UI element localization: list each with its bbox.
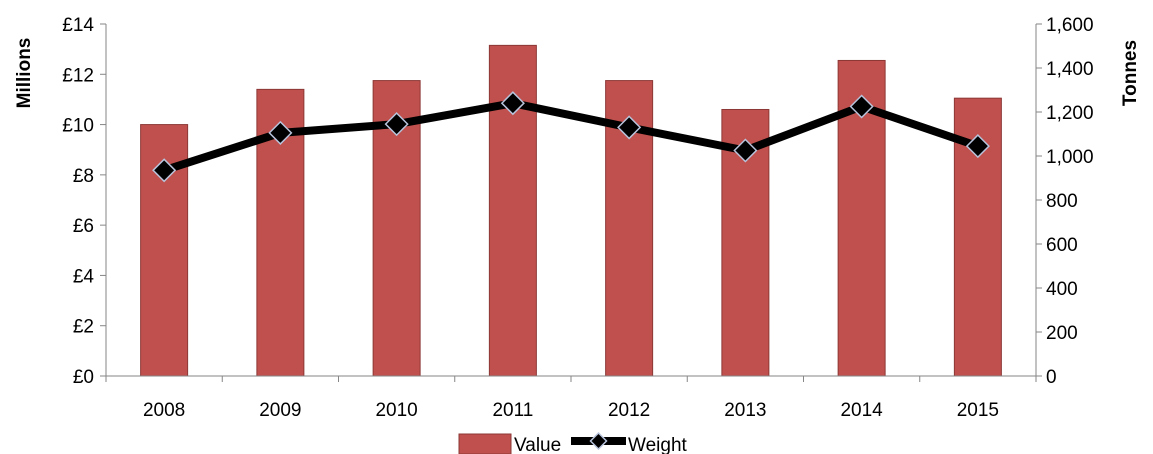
x-tick-label: 2008 (143, 400, 185, 421)
weight-line (160, 99, 982, 175)
left-tick-label: £6 (73, 216, 94, 237)
legend-weight-label: Weight (628, 435, 688, 454)
right-tick-label: 1,600 (1046, 15, 1094, 36)
left-axis-title: Millions (14, 38, 35, 109)
left-tick-label: £4 (73, 266, 95, 287)
left-tick-label: £8 (73, 166, 94, 187)
left-tick-label: £14 (62, 15, 94, 36)
weight-marker-2012 (617, 115, 642, 140)
x-tick-label: 2014 (840, 400, 883, 421)
right-tick-label: 1,200 (1046, 103, 1094, 124)
x-tick-label: 2009 (259, 400, 301, 421)
weight-marker-2010 (384, 112, 409, 137)
weight-line-series (152, 91, 990, 183)
legend-weight-marker (589, 431, 608, 451)
weight-marker-2008 (152, 158, 177, 183)
weight-marker-2013 (733, 138, 758, 163)
right-tick-label: 0 (1046, 367, 1057, 388)
right-tick-label: 1,400 (1046, 59, 1094, 80)
left-tick-label: £10 (62, 116, 94, 137)
weight-marker-2009 (268, 120, 293, 145)
weight-marker-2011 (500, 91, 525, 116)
right-axis-title: Tonnes (1120, 40, 1141, 106)
x-tick-label: 2012 (608, 400, 650, 421)
right-tick-label: 600 (1046, 235, 1078, 256)
weight-marker-2015 (965, 134, 990, 159)
legend: Value Weight (458, 431, 688, 454)
legend-value-label: Value (514, 435, 561, 454)
tick-labels: £0 £2 £4 £6 £8 £10 £12 £14 0 200 400 600 800 1,000 1,2… (62, 15, 1093, 421)
left-tick-label: £0 (73, 367, 94, 388)
x-tick-label: 2013 (724, 400, 766, 421)
legend-value-swatch (458, 433, 512, 454)
right-tick-label: 200 (1046, 323, 1078, 344)
axes (100, 23, 1042, 382)
weight-marker-2014 (849, 94, 874, 119)
left-tick-label: £2 (73, 317, 94, 338)
right-tick-label: 800 (1046, 191, 1078, 212)
x-tick-label: 2015 (957, 400, 999, 421)
x-tick-label: 2011 (492, 400, 533, 421)
right-tick-label: 400 (1046, 279, 1078, 300)
value-bars (140, 44, 1002, 377)
x-tick-label: 2010 (375, 400, 417, 421)
right-tick-label: 1,000 (1046, 147, 1094, 168)
left-tick-label: £12 (62, 65, 94, 86)
